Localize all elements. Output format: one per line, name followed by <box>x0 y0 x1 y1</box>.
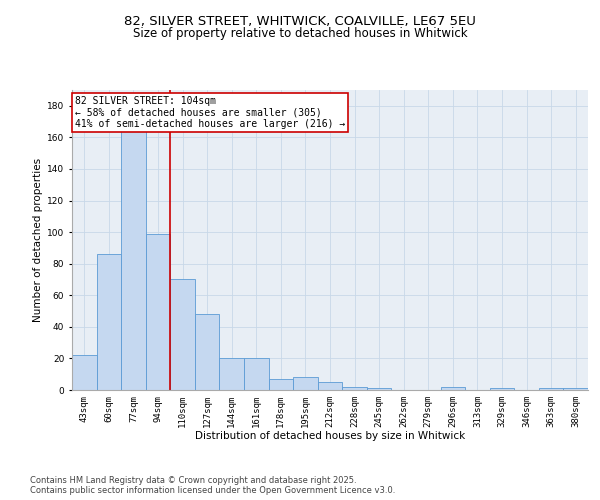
Text: 82, SILVER STREET, WHITWICK, COALVILLE, LE67 5EU: 82, SILVER STREET, WHITWICK, COALVILLE, … <box>124 15 476 28</box>
Bar <box>490 388 514 390</box>
Bar <box>440 387 465 390</box>
Bar <box>563 388 588 390</box>
Bar <box>293 378 318 390</box>
Bar <box>195 314 220 390</box>
Bar <box>318 382 342 390</box>
Text: Size of property relative to detached houses in Whitwick: Size of property relative to detached ho… <box>133 28 467 40</box>
X-axis label: Distribution of detached houses by size in Whitwick: Distribution of detached houses by size … <box>195 432 465 442</box>
Y-axis label: Number of detached properties: Number of detached properties <box>33 158 43 322</box>
Bar <box>170 280 195 390</box>
Bar <box>539 388 563 390</box>
Bar <box>220 358 244 390</box>
Bar <box>244 358 269 390</box>
Bar <box>269 379 293 390</box>
Text: Contains HM Land Registry data © Crown copyright and database right 2025.
Contai: Contains HM Land Registry data © Crown c… <box>30 476 395 495</box>
Bar <box>342 387 367 390</box>
Text: 82 SILVER STREET: 104sqm
← 58% of detached houses are smaller (305)
41% of semi-: 82 SILVER STREET: 104sqm ← 58% of detach… <box>74 96 345 129</box>
Bar <box>367 388 391 390</box>
Bar <box>121 122 146 390</box>
Bar <box>97 254 121 390</box>
Bar <box>146 234 170 390</box>
Bar <box>72 356 97 390</box>
